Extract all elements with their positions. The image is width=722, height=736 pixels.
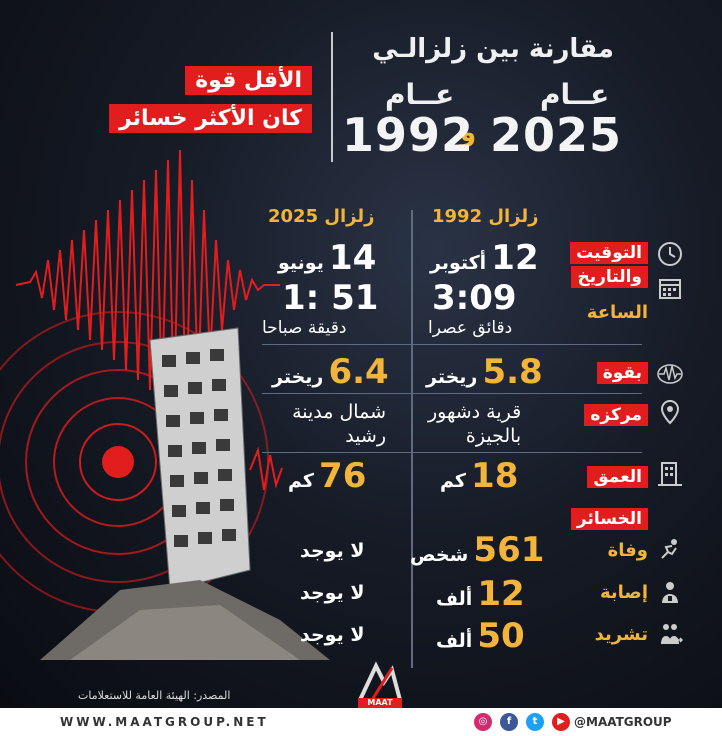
deaths-2025: لا يوجد: [300, 540, 365, 562]
twitter-icon[interactable]: t: [526, 713, 544, 731]
title-divider: [331, 32, 333, 162]
tag-most-losses: كان الأكثر خسائر: [109, 104, 312, 133]
label-displaced: تشريد: [594, 624, 648, 645]
time-2025: 1: 51: [282, 278, 379, 318]
row-separator: [262, 344, 642, 345]
injuries-1992: 12 ألف: [436, 574, 525, 614]
source-note: المصدر: الهيئة العامة للاستعلامات: [78, 689, 231, 702]
year-1992: 1992: [342, 108, 475, 162]
time-words-1992: دقائق عصرا: [428, 318, 513, 338]
injured-person-icon: [661, 539, 677, 559]
year-label-2025: عــام: [540, 78, 610, 111]
displaced-people-icon: [661, 624, 684, 644]
social-handle[interactable]: @MAATGROUP: [574, 715, 672, 729]
row-separator: [262, 393, 642, 394]
magnitude-1992: 5.8 ريختر: [426, 352, 543, 392]
epicenter-1992: قرية دشهور بالجيزة: [428, 401, 522, 447]
clock-icon: [658, 242, 682, 266]
youtube-icon[interactable]: ▶: [552, 713, 570, 731]
tag-weakest: الأقل قوة: [185, 66, 312, 95]
column-head-1992: زلزال 1992: [432, 206, 539, 227]
location-pin-icon: [660, 399, 680, 425]
website-link[interactable]: WWW.MAATGROUP.NET: [60, 715, 269, 729]
conjunction: و: [460, 118, 477, 148]
column-head-2025: زلزال 2025: [268, 206, 375, 227]
calendar-icon: [659, 279, 681, 299]
seismograph-icon: [657, 364, 683, 384]
depth-2025: 76 كم: [288, 456, 367, 496]
row-separator: [262, 452, 642, 453]
year-2025: 2025: [490, 108, 623, 162]
magnitude-2025: 6.4 ريختر: [272, 352, 389, 392]
time-words-2025: دقيقة صباحا: [262, 318, 347, 338]
time-1992: 3:09: [432, 278, 517, 318]
label-epicenter: مركزه: [584, 404, 648, 426]
footer-bar: WWW.MAATGROUP.NET ◎ f t ▶ @MAATGROUP: [0, 708, 722, 736]
label-hour: الساعة: [586, 302, 648, 323]
depth-1992: 18 كم: [440, 456, 519, 496]
headline: مقارنة بين زلزالـي: [372, 34, 614, 64]
earthquake-illustration: [0, 150, 330, 660]
logo-wordmark: MAAT: [358, 698, 402, 708]
injuries-2025: لا يوجد: [300, 582, 365, 604]
maat-logo: MAAT: [352, 660, 408, 708]
maat-logo-mark: [358, 661, 402, 701]
facebook-icon[interactable]: f: [500, 713, 518, 731]
label-deaths: وفاة: [607, 540, 648, 561]
label-depth: العمق: [587, 466, 648, 488]
label-injuries: إصابة: [600, 582, 648, 603]
label-losses: الخسائر: [570, 508, 648, 530]
deaths-1992: 561 شخص: [410, 530, 545, 570]
epicenter-2025: شمال مدينة رشيد: [292, 401, 386, 447]
date-2025: 14 يونيو: [278, 238, 377, 278]
instagram-icon[interactable]: ◎: [474, 713, 492, 731]
label-magnitude: بقوة: [596, 362, 648, 384]
date-1992: 12 أكتوبر: [430, 238, 539, 278]
year-label-1992: عــام: [385, 78, 455, 111]
infographic: مقارنة بين زلزالـي عــام عــام 2025 و 19…: [0, 0, 722, 708]
label-timing: التوقيت: [570, 242, 648, 264]
displaced-1992: 50 ألف: [436, 616, 525, 656]
person-bandage-icon: [662, 582, 678, 603]
displaced-2025: لا يوجد: [300, 624, 365, 646]
column-divider: [411, 210, 413, 668]
building-icon: [658, 462, 682, 486]
label-date: والتاريخ: [571, 266, 648, 288]
